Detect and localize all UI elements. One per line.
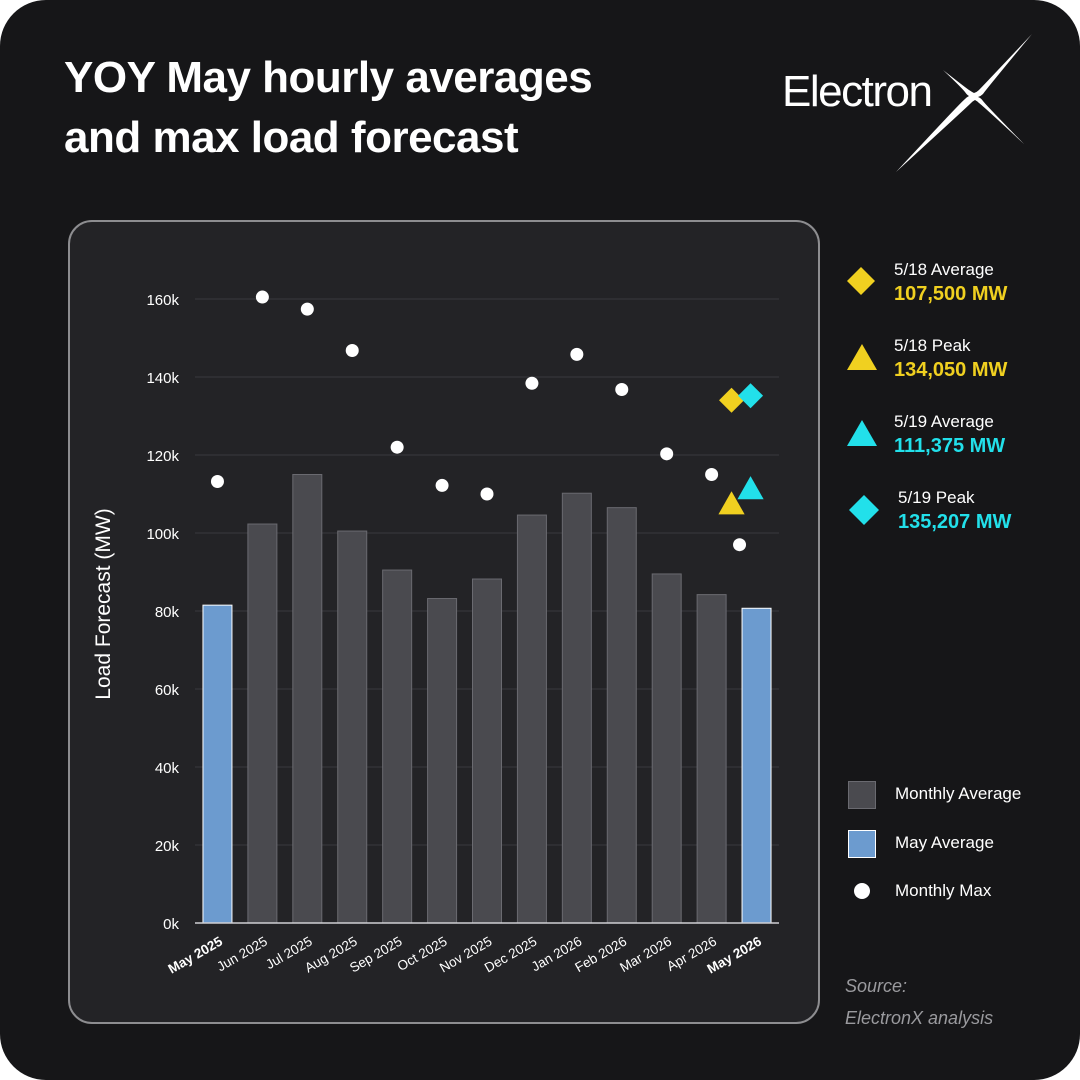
monthly-max-point [570,347,584,361]
triangle-marker [718,491,745,515]
legend-item-monthly-max: Monthly Max [848,877,1068,907]
electronx-logo: Electron [782,34,1032,172]
legend-label: 5/18 Peak [894,336,971,355]
square-icon [848,781,876,809]
monthly-max-point [525,376,539,390]
monthly-max-point [300,302,314,316]
monthly-max-point [390,440,404,454]
legend-value: 107,500 MW [894,283,1008,305]
y-axis-ticks: 0k 20k 40k 60k 80k 100k 120k 140k 160k [146,292,179,933]
y-tick-label: 100k [146,526,179,543]
may-average-bar [202,604,233,924]
monthly-max-point [435,478,449,492]
monthly-max-points [210,290,747,552]
bar-chart: 0k 20k 40k 60k 80k 100k 120k 140k 160k May 2025J… [92,290,779,977]
monthly-average-bar [651,573,682,924]
title-line-1: YOY May hourly averages [64,53,593,102]
legend-item-518-peak: 5/18 Peak 134,050 MW [846,336,1066,382]
monthly-average-bar [472,578,502,924]
y-tick-label: 120k [146,448,179,465]
triangle-icon [847,344,877,370]
monthly-average-bar [337,530,368,924]
monthly-average-bar [516,514,547,924]
diamond-icon [849,495,879,525]
diamond-marker [719,387,745,413]
legend-label: 5/18 Average [894,260,994,279]
legend-label: Monthly Max [895,881,992,900]
monthly-max-point [615,382,629,396]
y-tick-label: 20k [155,838,180,855]
y-tick-label: 0k [163,916,179,933]
monthly-max-point [660,447,674,461]
monthly-average-bar [427,598,458,924]
source-note: Source: ElectronX analysis [845,970,993,1034]
legend-label: 5/19 Average [894,412,994,431]
y-tick-label: 140k [146,370,179,387]
x-tick-label: Mar 2026 [617,934,674,976]
x-tick-label: Jun 2025 [214,934,270,975]
daily-markers [718,383,764,515]
monthly-max-point [733,538,747,552]
y-axis-label: Load Forecast (MW) [92,508,115,699]
y-tick-label: 40k [155,760,180,777]
monthly-average-bar [606,507,637,924]
legend-item-519-average: 5/19 Average 111,375 MW [846,412,1066,458]
title-line-2: and max load forecast [64,113,519,162]
legend-label: Monthly Average [895,784,1022,803]
monthly-average-bar [561,492,592,924]
legend-item-may-average: May Average [848,829,1068,859]
x-tick-label: May 2025 [165,933,225,976]
legend-item-monthly-average: Monthly Average [848,780,1068,810]
legend-label: May Average [895,833,994,852]
bars [202,474,772,924]
triangle-icon [847,420,877,446]
monthly-max-point [480,487,494,501]
square-icon [848,830,876,858]
monthly-average-bar [247,523,278,924]
may-average-bar [741,607,772,924]
legend-label: 5/19 Peak [898,488,975,507]
monthly-max-point [705,468,719,481]
legend-item-519-peak: 5/19 Peak 135,207 MW [846,488,1066,534]
y-tick-label: 60k [155,682,180,699]
source-line-1: Source: [845,976,908,996]
monthly-average-bar [696,594,727,924]
y-tick-label: 80k [155,604,180,621]
circle-icon [854,883,870,899]
legend-value: 135,207 MW [898,511,1012,533]
page-title: YOY May hourly averages and max load for… [64,48,593,168]
monthly-max-point [210,475,224,489]
source-line-2: ElectronX analysis [845,1008,994,1028]
monthly-max-point [255,290,269,304]
monthly-max-point [345,343,359,357]
legend-value: 111,375 MW [894,435,1006,457]
logo-wordmark: Electron [782,67,931,116]
triangle-marker [737,476,764,500]
chart-panel: 0k 20k 40k 60k 80k 100k 120k 140k 160k May 2025 J… [68,220,820,1024]
legend-item-518-average: 5/18 Average 107,500 MW [846,260,1066,306]
legend-value: 134,050 MW [894,359,1008,381]
diamond-marker [738,383,764,409]
x-mark-icon [896,34,1032,172]
diamond-icon [847,267,875,295]
monthly-average-bar [382,569,413,924]
y-tick-label: 160k [146,292,179,309]
monthly-average-bar [292,474,323,924]
